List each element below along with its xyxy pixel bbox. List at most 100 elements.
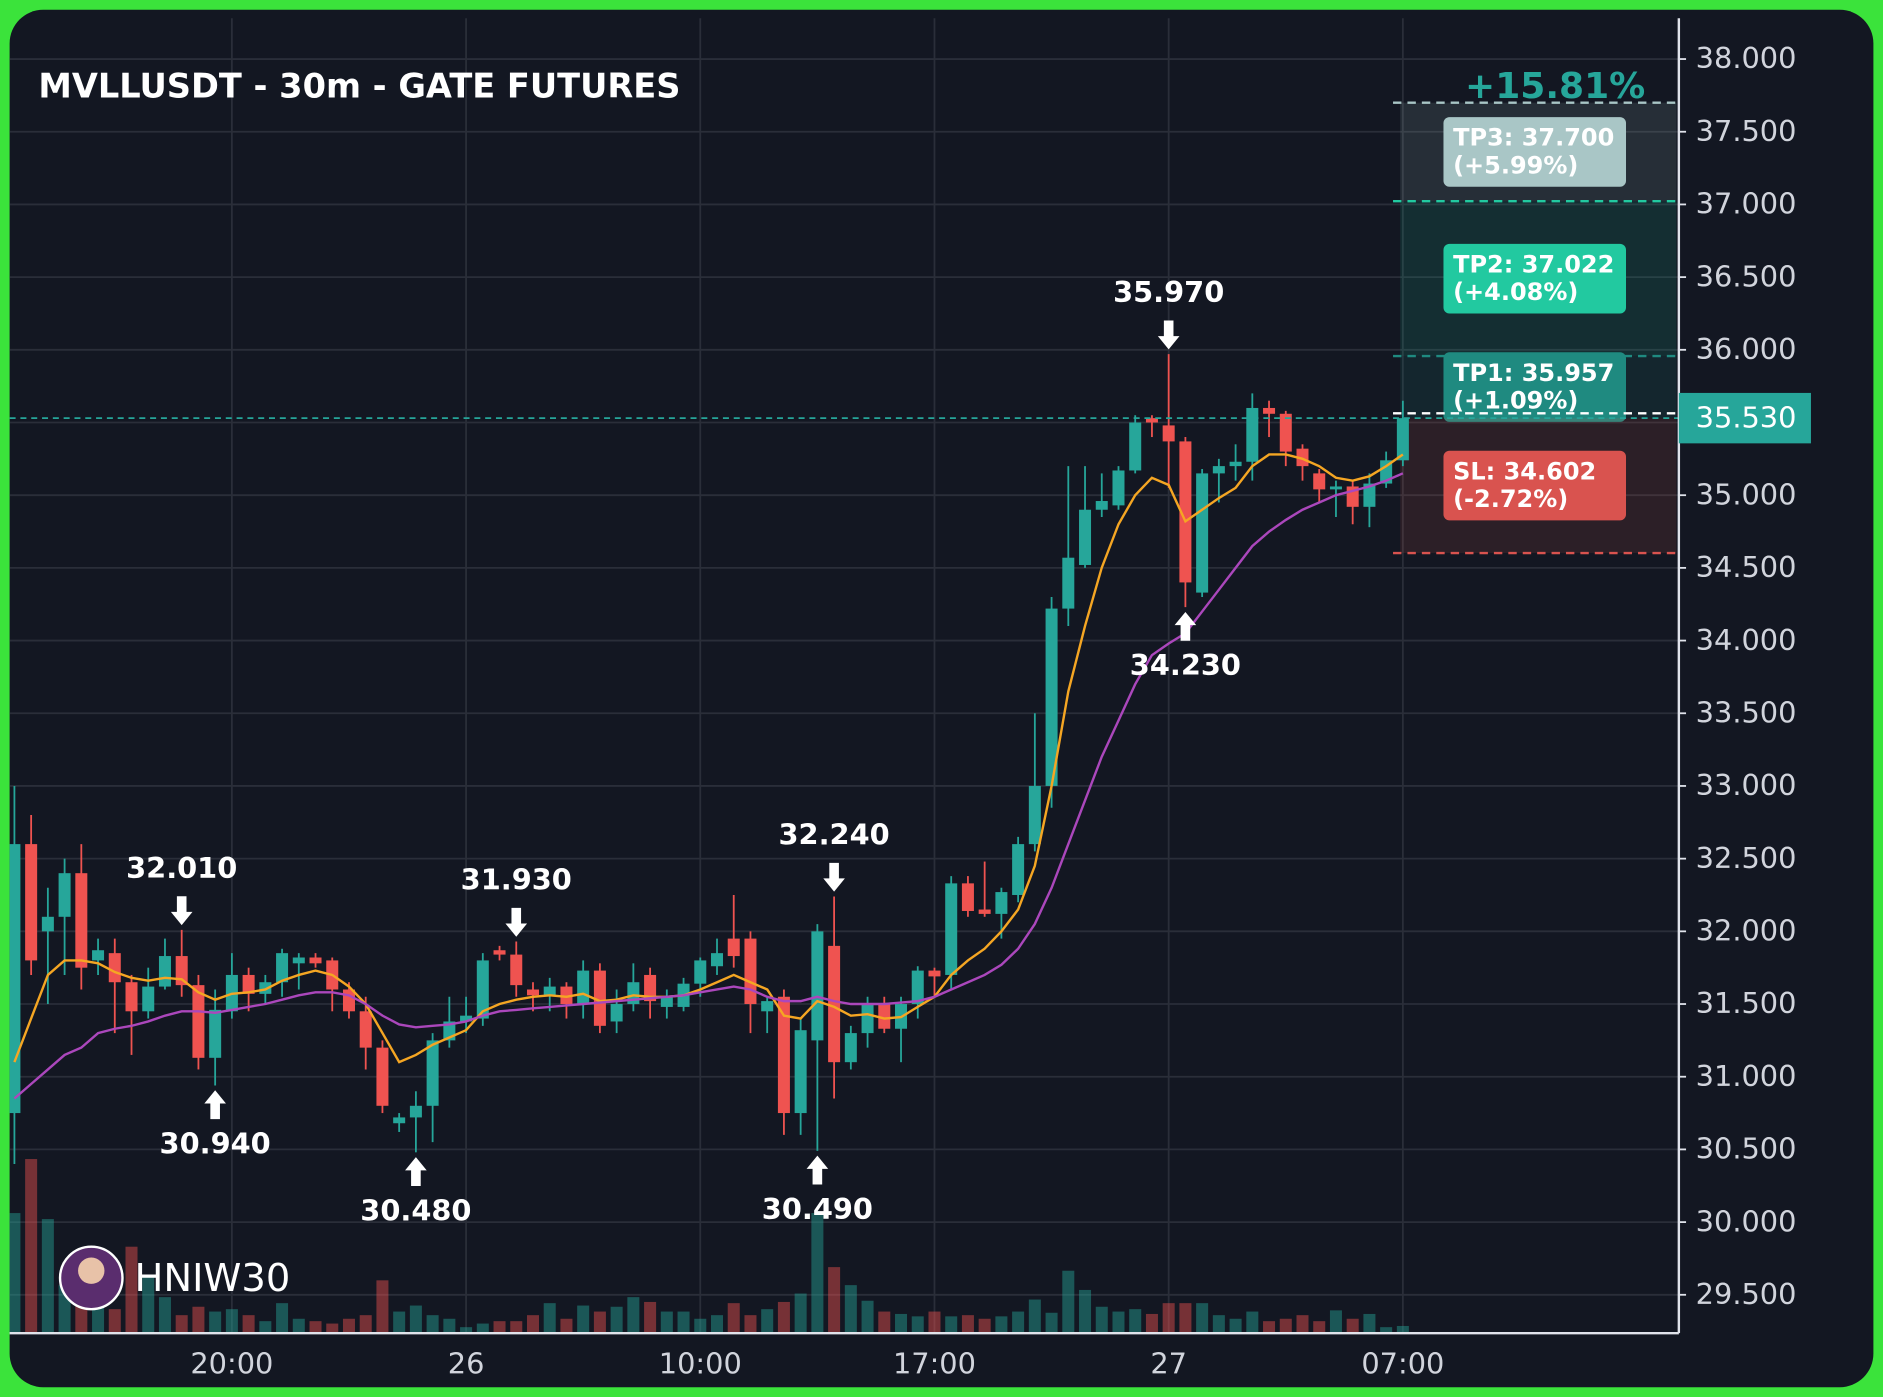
volume-bar (276, 1303, 289, 1334)
candle-body (995, 892, 1008, 914)
extreme-label: 30.940 (160, 1126, 271, 1160)
candle-body (794, 1030, 807, 1114)
target-label: TP2: 37.022 (1453, 250, 1614, 278)
moving-average (13, 453, 1404, 1064)
volume-bar (1380, 1327, 1393, 1334)
volume-bar (895, 1313, 908, 1334)
volume-bar (1196, 1303, 1209, 1334)
volume-bar (945, 1316, 958, 1334)
volume-bar (41, 1219, 54, 1334)
candle-body (1179, 441, 1192, 583)
volume-bar (443, 1318, 456, 1334)
y-tick-label: 36.000 (1696, 332, 1797, 366)
y-tick-label: 33.500 (1696, 695, 1797, 729)
y-tick-label: 34.500 (1696, 550, 1797, 584)
volume-bar (326, 1323, 339, 1334)
candle-body (644, 974, 657, 1002)
candle-body (342, 989, 355, 1012)
candle-body (593, 970, 606, 1026)
extreme-arrow (1174, 611, 1197, 641)
candle-body (610, 1004, 623, 1022)
candle-body (1045, 608, 1058, 786)
volume-bar (476, 1323, 489, 1334)
volume-bar (376, 1280, 389, 1334)
avatar-face (78, 1257, 105, 1284)
volume-bar (660, 1311, 673, 1334)
candle-body (777, 996, 790, 1114)
extreme-arrow (170, 896, 193, 926)
candle-body (526, 989, 539, 996)
extreme-arrow (204, 1090, 226, 1120)
candle-body (1112, 470, 1125, 506)
candle-body (1296, 448, 1309, 467)
x-tick-label: 10:00 (659, 1347, 742, 1381)
last-price-label: 35.530 (1696, 400, 1797, 434)
candle-body (945, 883, 958, 975)
volume-bar (593, 1311, 606, 1334)
volume-bar (1079, 1289, 1092, 1334)
candle-body (1263, 407, 1276, 414)
volume-bar (761, 1309, 774, 1334)
volume-bar (828, 1267, 841, 1334)
candle-body (1396, 418, 1409, 461)
volume-bar (409, 1305, 422, 1334)
volume-bar (1229, 1318, 1242, 1334)
candle-body (75, 873, 88, 968)
extreme-arrow (1157, 320, 1180, 350)
x-tick-label: 27 (1150, 1347, 1187, 1381)
candle-body (928, 970, 941, 977)
x-tick-label: 20:00 (190, 1347, 273, 1381)
position-layer: TP3: 37.700(+5.99%) TP2: 37.022(+4.08%) TP… (1393, 101, 1677, 555)
candle-body (493, 950, 506, 955)
y-tick-label: 29.500 (1696, 1277, 1797, 1311)
candle-body (844, 1033, 857, 1063)
volume-bar (777, 1301, 790, 1334)
candle-body (158, 956, 171, 987)
volume-bar (610, 1306, 623, 1334)
y-tick-label: 32.500 (1696, 841, 1797, 875)
volume-bar (108, 1309, 121, 1334)
target-box (1443, 352, 1627, 422)
extreme-arrow (405, 1157, 427, 1186)
extreme-label: 34.230 (1130, 648, 1241, 682)
candle-body (242, 974, 255, 994)
candle-body (660, 996, 673, 1007)
candle-body (1212, 466, 1225, 474)
volume-bar (393, 1311, 406, 1334)
target-box (1443, 243, 1627, 314)
extreme-label: 31.930 (461, 862, 572, 896)
chart-title: MVLLUSDT - 30m - GATE FUTURES (38, 66, 680, 105)
volume-bar (928, 1311, 941, 1334)
y-tick-label: 31.000 (1696, 1059, 1797, 1093)
volume-bar (1112, 1311, 1125, 1334)
extreme-label: 32.010 (126, 851, 237, 885)
candle-body (309, 957, 322, 964)
candle-body (108, 953, 121, 983)
candle-body (209, 1009, 222, 1058)
moving-average (13, 472, 1404, 1100)
candle-body (92, 950, 105, 961)
volume-bar (543, 1303, 556, 1334)
y-tick-label: 37.000 (1696, 187, 1797, 221)
target-change: (+1.09%) (1453, 387, 1578, 415)
volume-bar (711, 1315, 724, 1334)
watermark: HNIW30 (135, 1256, 291, 1301)
volume-bar (811, 1213, 824, 1334)
candle-body (878, 1004, 891, 1029)
candle-body (142, 986, 155, 1012)
candle-body (426, 1040, 439, 1106)
candle-body (1329, 486, 1342, 490)
volume-bar (125, 1246, 138, 1334)
candle-body (460, 1015, 473, 1022)
candle-body (961, 883, 974, 911)
total-change: +15.81% (1465, 66, 1645, 107)
volume-bar (1263, 1321, 1276, 1334)
volume-bar (1329, 1310, 1342, 1334)
last-price-tag (1678, 392, 1811, 444)
candle-body (409, 1105, 422, 1118)
candle-body (1145, 418, 1158, 423)
volume-bar (1313, 1321, 1326, 1334)
volume-bar (1396, 1325, 1409, 1334)
volume-bar (644, 1301, 657, 1334)
